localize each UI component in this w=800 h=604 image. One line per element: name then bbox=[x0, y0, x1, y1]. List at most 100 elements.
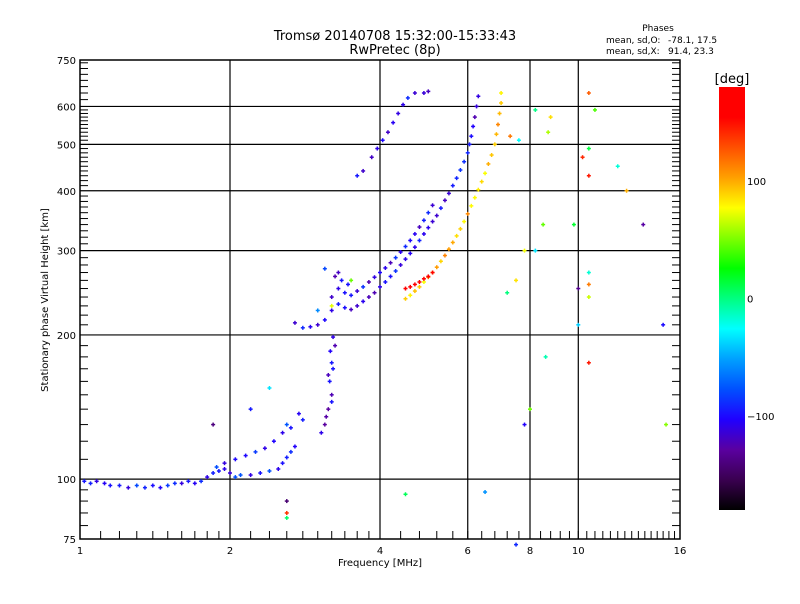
x-tick-label: 6 bbox=[465, 546, 471, 557]
data-point bbox=[474, 104, 479, 109]
data-point bbox=[284, 455, 289, 460]
data-point bbox=[267, 385, 272, 390]
data-point bbox=[586, 270, 591, 275]
x-tick-label: 2 bbox=[227, 546, 233, 557]
data-point bbox=[284, 515, 289, 520]
data-point bbox=[322, 266, 327, 271]
data-point bbox=[543, 354, 548, 359]
data-point bbox=[494, 132, 499, 137]
data-point bbox=[571, 222, 576, 227]
data-point bbox=[336, 270, 341, 275]
data-point bbox=[322, 317, 327, 322]
data-point bbox=[426, 210, 431, 215]
data-point bbox=[497, 111, 502, 116]
data-point bbox=[430, 219, 435, 224]
x-axis-label: Frequency [MHz] bbox=[338, 558, 422, 569]
data-point bbox=[661, 322, 666, 327]
data-point bbox=[322, 422, 327, 427]
data-point bbox=[430, 203, 435, 208]
data-point bbox=[450, 183, 455, 188]
data-point bbox=[267, 468, 272, 473]
data-point bbox=[458, 167, 463, 172]
data-point bbox=[417, 225, 422, 230]
data-point bbox=[469, 203, 474, 208]
data-point bbox=[586, 146, 591, 151]
data-point bbox=[199, 479, 204, 484]
data-point bbox=[434, 265, 439, 270]
data-point bbox=[222, 461, 227, 466]
data-point bbox=[349, 307, 354, 312]
data-point bbox=[398, 262, 403, 267]
data-point bbox=[355, 173, 360, 178]
y-tick-label: 750 bbox=[57, 56, 76, 67]
data-point bbox=[186, 479, 191, 484]
y-tick-label: 200 bbox=[57, 331, 76, 342]
colorbar-tick-label: 100 bbox=[747, 177, 766, 188]
data-point bbox=[426, 274, 431, 279]
data-point bbox=[442, 253, 447, 258]
data-point bbox=[580, 155, 585, 160]
data-point bbox=[271, 439, 276, 444]
data-point bbox=[522, 248, 527, 253]
data-point bbox=[233, 457, 238, 462]
data-point bbox=[391, 120, 396, 125]
data-point bbox=[442, 198, 447, 203]
data-point bbox=[276, 467, 281, 472]
data-point bbox=[664, 422, 669, 427]
data-point bbox=[472, 115, 477, 120]
data-point bbox=[412, 282, 417, 287]
data-point bbox=[446, 247, 451, 252]
data-point bbox=[586, 173, 591, 178]
data-point bbox=[385, 130, 390, 135]
data-point bbox=[329, 303, 334, 308]
data-point bbox=[541, 222, 546, 227]
data-point bbox=[88, 481, 93, 486]
data-point bbox=[216, 468, 221, 473]
data-point bbox=[471, 124, 476, 129]
data-point bbox=[408, 284, 413, 289]
data-point bbox=[319, 430, 324, 435]
data-point bbox=[179, 481, 184, 486]
stats-x-value: 91.4, 23.3 bbox=[668, 47, 714, 57]
data-point bbox=[469, 134, 474, 139]
data-point bbox=[315, 308, 320, 313]
data-point bbox=[388, 274, 393, 279]
colorbar-tick-label: −100 bbox=[747, 412, 774, 423]
data-point bbox=[462, 159, 467, 164]
data-point bbox=[499, 100, 504, 105]
colorbar-ticks: 100 0 −100 bbox=[747, 177, 774, 423]
y-tick-label: 300 bbox=[57, 247, 76, 258]
data-point bbox=[158, 485, 163, 490]
data-point bbox=[284, 510, 289, 515]
data-point bbox=[401, 102, 406, 107]
data-point bbox=[403, 244, 408, 249]
data-point bbox=[426, 89, 431, 94]
stats-o-value: -78.1, 17.5 bbox=[668, 36, 717, 46]
data-point bbox=[576, 322, 581, 327]
y-tick-label: 600 bbox=[57, 102, 76, 113]
data-point bbox=[398, 250, 403, 255]
data-point bbox=[533, 248, 538, 253]
data-point bbox=[548, 115, 553, 120]
data-point bbox=[505, 290, 510, 295]
data-point bbox=[150, 483, 155, 488]
data-point bbox=[393, 268, 398, 273]
data-point bbox=[328, 349, 333, 354]
data-point bbox=[192, 481, 197, 486]
data-point bbox=[253, 449, 258, 454]
data-point bbox=[329, 360, 334, 365]
data-point bbox=[476, 94, 481, 99]
data-point bbox=[372, 290, 377, 295]
data-point bbox=[615, 164, 620, 169]
data-point bbox=[308, 324, 313, 329]
data-point bbox=[172, 481, 177, 486]
y-tick-label: 100 bbox=[57, 475, 76, 486]
data-point bbox=[258, 471, 263, 476]
data-point bbox=[408, 293, 413, 298]
data-point bbox=[339, 278, 344, 283]
grid-lines bbox=[80, 60, 680, 539]
data-point bbox=[434, 213, 439, 218]
data-point bbox=[126, 485, 131, 490]
data-point bbox=[388, 260, 393, 265]
